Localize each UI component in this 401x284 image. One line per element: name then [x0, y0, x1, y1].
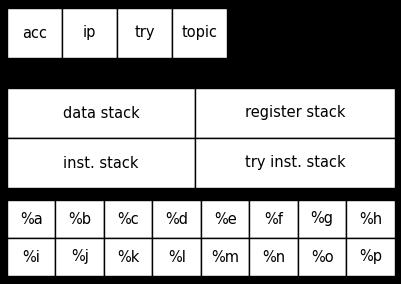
- Text: %k: %k: [117, 250, 139, 264]
- Bar: [200, 238, 249, 276]
- Bar: [249, 238, 297, 276]
- Text: %b: %b: [68, 212, 91, 227]
- Bar: [152, 238, 200, 276]
- Text: %o: %o: [310, 250, 333, 264]
- Text: %n: %n: [261, 250, 285, 264]
- Text: %a: %a: [20, 212, 43, 227]
- Bar: [194, 88, 394, 138]
- Bar: [7, 238, 55, 276]
- Text: %i: %i: [22, 250, 40, 264]
- Bar: [346, 238, 394, 276]
- Text: %j: %j: [71, 250, 89, 264]
- Text: %l: %l: [167, 250, 185, 264]
- Text: inst. stack: inst. stack: [63, 156, 138, 170]
- Bar: [249, 200, 297, 238]
- Text: try: try: [134, 26, 154, 41]
- Bar: [297, 238, 346, 276]
- Bar: [7, 8, 62, 58]
- Text: %h: %h: [358, 212, 381, 227]
- Bar: [346, 200, 394, 238]
- Text: %p: %p: [358, 250, 381, 264]
- Bar: [117, 8, 172, 58]
- Bar: [7, 88, 194, 138]
- Bar: [152, 200, 200, 238]
- Bar: [55, 238, 104, 276]
- Text: acc: acc: [22, 26, 47, 41]
- Text: %f: %f: [263, 212, 282, 227]
- Text: %e: %e: [213, 212, 236, 227]
- Text: data stack: data stack: [63, 105, 139, 120]
- Text: ip: ip: [83, 26, 96, 41]
- Text: %g: %g: [310, 212, 333, 227]
- Bar: [200, 200, 249, 238]
- Bar: [62, 8, 117, 58]
- Text: register stack: register stack: [244, 105, 344, 120]
- Bar: [297, 200, 346, 238]
- Text: topic: topic: [181, 26, 217, 41]
- Bar: [104, 238, 152, 276]
- Bar: [172, 8, 227, 58]
- Bar: [55, 200, 104, 238]
- Text: %m: %m: [211, 250, 239, 264]
- Bar: [7, 138, 194, 188]
- Bar: [194, 138, 394, 188]
- Bar: [104, 200, 152, 238]
- Bar: [7, 200, 55, 238]
- Text: try inst. stack: try inst. stack: [244, 156, 344, 170]
- Text: %d: %d: [165, 212, 188, 227]
- Text: %c: %c: [117, 212, 139, 227]
